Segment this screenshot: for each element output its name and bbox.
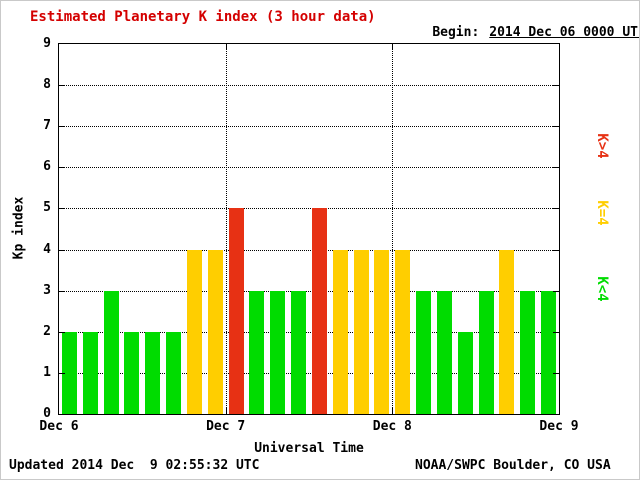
kp-bar-15 bbox=[374, 249, 390, 414]
x-tick-label-0: Dec 6 bbox=[39, 419, 79, 434]
y-tick-label-1: 1 bbox=[43, 364, 51, 380]
kp-bar-8 bbox=[228, 208, 244, 414]
kp-bar-11 bbox=[291, 290, 307, 414]
kp-bar-19 bbox=[457, 331, 473, 414]
gridline-day-2 bbox=[392, 44, 394, 414]
right-tick-y-1 bbox=[553, 372, 559, 374]
kp-bar-13 bbox=[332, 249, 348, 414]
top-tick-day-2 bbox=[392, 44, 394, 50]
kp-bar-6 bbox=[186, 249, 202, 414]
kp-bar-23 bbox=[541, 290, 557, 414]
begin-value: 2014 Dec 06 0000 UTC bbox=[489, 25, 640, 40]
right-tick-y-6 bbox=[553, 167, 559, 169]
y-tick-label-8: 8 bbox=[43, 77, 51, 93]
legend-k-eq-4: K=4 bbox=[594, 200, 610, 226]
updated-timestamp: Updated 2014 Dec 9 02:55:32 UTC bbox=[9, 458, 260, 473]
legend-k-gt-4: K>4 bbox=[594, 133, 610, 159]
bottom-tick-day-2 bbox=[392, 408, 394, 414]
gridline-day-1 bbox=[225, 44, 227, 414]
x-tick-label-2: Dec 8 bbox=[372, 419, 412, 434]
left-tick-y-1 bbox=[59, 372, 65, 374]
legend-k-lt-4: K<4 bbox=[594, 276, 610, 302]
kp-bar-1 bbox=[82, 331, 98, 414]
left-tick-y-3 bbox=[59, 290, 65, 292]
kp-bar-22 bbox=[520, 290, 536, 414]
kp-bar-21 bbox=[499, 249, 515, 414]
gridline-y-3 bbox=[59, 290, 559, 292]
gridline-y-5 bbox=[59, 208, 559, 210]
right-tick-y-7 bbox=[553, 126, 559, 128]
gridline-y-2 bbox=[59, 331, 559, 333]
y-tick-label-5: 5 bbox=[43, 200, 51, 216]
right-tick-y-4 bbox=[553, 249, 559, 251]
x-axis-label: Universal Time bbox=[254, 441, 364, 456]
kp-bar-9 bbox=[249, 290, 265, 414]
kp-bar-5 bbox=[166, 331, 182, 414]
right-tick-y-5 bbox=[553, 208, 559, 210]
kp-bar-0 bbox=[61, 331, 77, 414]
left-tick-y-4 bbox=[59, 249, 65, 251]
left-tick-y-6 bbox=[59, 167, 65, 169]
gridline-y-8 bbox=[59, 85, 559, 87]
kp-bar-10 bbox=[270, 290, 286, 414]
kp-bar-4 bbox=[145, 331, 161, 414]
right-tick-y-2 bbox=[553, 331, 559, 333]
kp-bar-14 bbox=[353, 249, 369, 414]
left-tick-y-7 bbox=[59, 126, 65, 128]
y-tick-label-2: 2 bbox=[43, 323, 51, 339]
kp-bar-2 bbox=[103, 290, 119, 414]
gridline-y-6 bbox=[59, 167, 559, 169]
plot-area bbox=[58, 43, 560, 415]
gridline-y-7 bbox=[59, 126, 559, 128]
x-tick-label-1: Dec 7 bbox=[206, 419, 246, 434]
bottom-tick-day-1 bbox=[225, 408, 227, 414]
x-tick-label-3: Dec 9 bbox=[539, 419, 579, 434]
kp-bar-18 bbox=[436, 290, 452, 414]
begin-label: Begin: bbox=[432, 25, 480, 40]
chart-title: Estimated Planetary K index (3 hour data… bbox=[30, 9, 376, 25]
kp-bar-12 bbox=[311, 208, 327, 414]
right-tick-y-3 bbox=[553, 290, 559, 292]
source-attribution: NOAA/SWPC Boulder, CO USA bbox=[415, 458, 611, 473]
kp-bar-20 bbox=[478, 290, 494, 414]
left-tick-y-8 bbox=[59, 85, 65, 87]
y-tick-label-7: 7 bbox=[43, 118, 51, 134]
left-tick-y-5 bbox=[59, 208, 65, 210]
top-tick-day-1 bbox=[225, 44, 227, 50]
left-tick-y-2 bbox=[59, 331, 65, 333]
y-tick-label-0: 0 bbox=[43, 406, 51, 421]
kp-bar-3 bbox=[124, 331, 140, 414]
y-tick-label-9: 9 bbox=[43, 36, 51, 51]
begin-time: Begin: 2014 Dec 06 0000 UTC bbox=[401, 10, 640, 55]
kp-bar-7 bbox=[207, 249, 223, 414]
kp-bar-16 bbox=[395, 249, 411, 414]
y-tick-label-3: 3 bbox=[43, 282, 51, 298]
kp-bar-17 bbox=[416, 290, 432, 414]
gridline-y-1 bbox=[59, 372, 559, 374]
right-tick-y-8 bbox=[553, 85, 559, 87]
y-tick-label-6: 6 bbox=[43, 159, 51, 175]
gridline-y-4 bbox=[59, 249, 559, 251]
y-tick-label-4: 4 bbox=[43, 241, 51, 257]
